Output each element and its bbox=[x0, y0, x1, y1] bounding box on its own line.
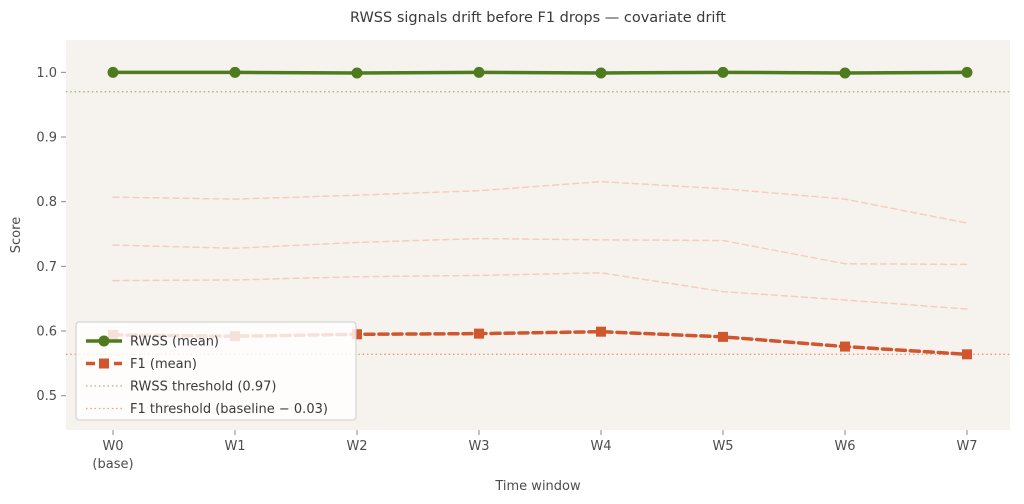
data-point bbox=[961, 66, 973, 78]
y-tick-label: 0.8 bbox=[36, 195, 57, 210]
x-tick-label: W3 bbox=[468, 439, 489, 454]
x-tick-label: W6 bbox=[834, 439, 855, 454]
data-point bbox=[107, 66, 119, 78]
x-tick-label: W2 bbox=[346, 439, 367, 454]
y-axis-label: Score bbox=[9, 217, 24, 253]
data-point bbox=[962, 349, 972, 360]
data-point bbox=[718, 331, 728, 342]
legend-label: F1 (mean) bbox=[130, 357, 197, 372]
data-point bbox=[839, 67, 851, 79]
legend-sample-marker bbox=[99, 358, 109, 369]
x-tick-label: W7 bbox=[956, 439, 977, 454]
y-tick-label: 0.5 bbox=[36, 389, 57, 404]
series-line bbox=[112, 237, 968, 266]
data-point bbox=[595, 67, 607, 79]
series-line bbox=[112, 180, 968, 224]
legend-label: RWSS threshold (0.97) bbox=[130, 380, 276, 395]
legend: RWSS (mean) F1 (mean) RWSS threshold (0.97… bbox=[75, 321, 357, 421]
chart-title: RWSS signals drift before F1 drops — cov… bbox=[350, 10, 726, 26]
series-line bbox=[112, 272, 968, 310]
legend-label: F1 threshold (baseline − 0.03) bbox=[130, 402, 328, 417]
x-tick-label: W0 bbox=[102, 439, 123, 454]
data-point bbox=[596, 326, 606, 337]
x-axis-label: Time window bbox=[494, 479, 581, 494]
series-layer: 0.5 0.6 0.7 0.8 0.9 1.0 W0 (base) W1 W2 W3 W4 W5 W6 W7… bbox=[36, 40, 1010, 472]
x-tick-label: (base) bbox=[92, 457, 133, 472]
series-line bbox=[111, 70, 969, 75]
legend-label: RWSS (mean) bbox=[130, 335, 219, 350]
x-tick-label: W5 bbox=[712, 439, 733, 454]
x-tick-label: W1 bbox=[224, 439, 245, 454]
data-point bbox=[229, 66, 241, 78]
legend-box bbox=[75, 321, 357, 421]
y-tick-label: 1.0 bbox=[36, 66, 57, 81]
data-point bbox=[352, 329, 362, 340]
y-tick-label: 0.7 bbox=[36, 260, 57, 275]
data-point bbox=[351, 67, 363, 79]
x-tick-label: W4 bbox=[590, 439, 611, 454]
legend-sample-marker bbox=[98, 335, 110, 347]
data-point bbox=[473, 66, 485, 78]
data-point bbox=[717, 66, 729, 78]
y-tick-label: 0.9 bbox=[36, 131, 57, 146]
y-tick-label: 0.6 bbox=[36, 325, 57, 340]
data-point bbox=[474, 328, 484, 339]
data-point bbox=[840, 341, 850, 352]
